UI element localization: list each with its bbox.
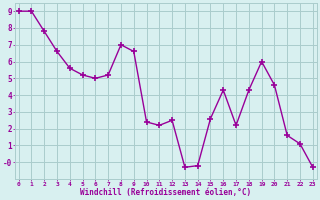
X-axis label: Windchill (Refroidissement éolien,°C): Windchill (Refroidissement éolien,°C) xyxy=(80,188,251,197)
